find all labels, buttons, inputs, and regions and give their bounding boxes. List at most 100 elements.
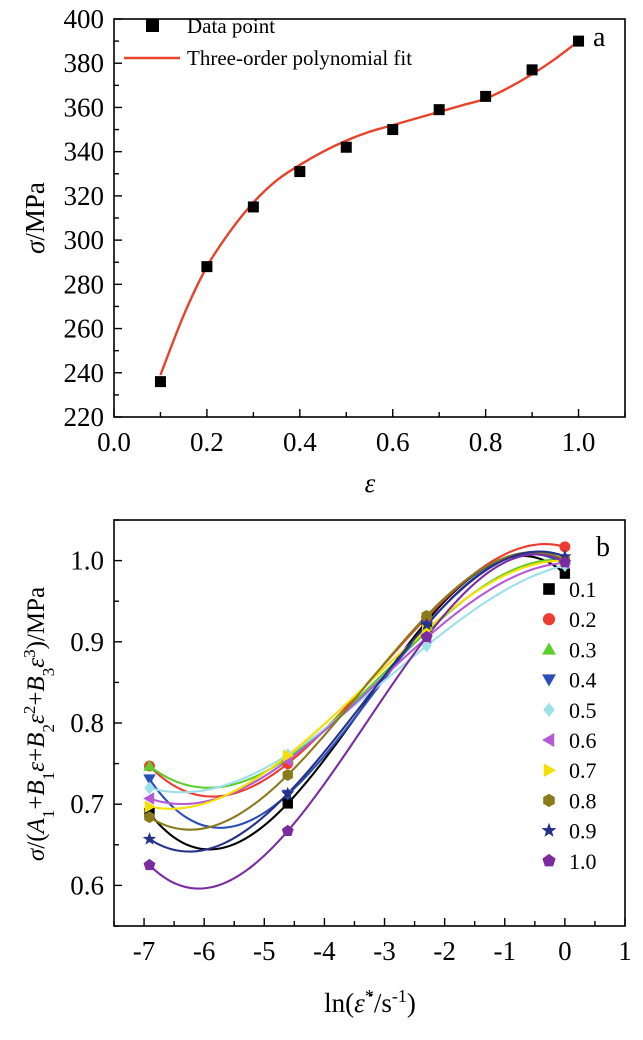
- point-1.0: [143, 858, 156, 871]
- curve-0.7: [149, 559, 565, 810]
- x-tick-label: 0.6: [376, 427, 410, 457]
- legend-label-data-point: Data point: [187, 14, 275, 38]
- y-tick-label: 0.9: [70, 627, 104, 657]
- legend-marker-0.9: [541, 822, 557, 837]
- chart-b-x-label: ln(ε̇*/s-1): [324, 986, 416, 1018]
- x-tick-label: 0.8: [469, 427, 503, 457]
- legend-label-0.4: 0.4: [569, 668, 597, 693]
- point-1.0: [281, 824, 294, 837]
- point-0.8: [421, 609, 432, 622]
- data-point: [480, 90, 492, 102]
- y-tick-label: 0.8: [70, 708, 104, 738]
- chart-a-y-tick-labels: 220 240 260 280 300 320 340 360 380 400: [64, 4, 105, 432]
- point-0.8: [144, 811, 155, 824]
- legend-label-0.2: 0.2: [569, 607, 597, 632]
- curve-0.5: [149, 564, 566, 794]
- legend-marker-1.0: [542, 853, 556, 867]
- point-1.0: [558, 555, 571, 568]
- x-tick-label: -2: [433, 936, 456, 966]
- legend-marker-0.6: [542, 733, 555, 747]
- legend-label-0.1: 0.1: [569, 577, 597, 602]
- legend-label-0.5: 0.5: [569, 698, 597, 723]
- panel-label-a: a: [593, 22, 606, 53]
- chart-b-curves: [148, 543, 566, 890]
- x-tick-label: -4: [313, 936, 336, 966]
- point-0.8: [282, 768, 293, 781]
- chart-b-y-tick-labels: 0.6 0.7 0.8 0.9 1.0: [70, 546, 104, 901]
- y-tick-label: 260: [64, 314, 105, 344]
- chart-a-ticks: [113, 18, 626, 418]
- legend-marker-square: [146, 19, 159, 32]
- point-1.0: [420, 630, 433, 642]
- y-tick-label: 300: [64, 225, 105, 255]
- legend-label-0.3: 0.3: [569, 637, 597, 662]
- y-tick-label: 220: [64, 402, 105, 432]
- panel-label-b: b: [596, 532, 610, 563]
- curve-0.8: [148, 551, 566, 831]
- data-point: [154, 376, 166, 388]
- x-tick-label: -5: [253, 936, 276, 966]
- chart-a-y-label: σ/MPa: [20, 182, 50, 254]
- point-0.7: [283, 749, 294, 762]
- chart-b: -7 -6 -5 -4 -3 -2 -1 0 1 0.60.70.80.91.0 0.10.20…: [20, 519, 632, 1018]
- x-tick-label: 0.2: [190, 427, 224, 457]
- chart-b-points: [142, 541, 572, 871]
- point-0.9: [142, 832, 157, 845]
- curve-1.0: [148, 553, 566, 890]
- data-point: [294, 166, 306, 178]
- point-0.7: [144, 800, 156, 813]
- point-0.5: [144, 781, 155, 795]
- chart-b-legend: 0.1 0.2 0.3 0.4 0.5 0.6 0.7 0.8 0.9 1.0: [541, 577, 597, 874]
- point-0.6: [143, 792, 155, 805]
- y-tick-label: 0.7: [70, 789, 104, 819]
- data-point: [247, 201, 259, 213]
- x-tick-label: -1: [494, 936, 517, 966]
- chart-a: 0.0 0.2 0.4 0.6 0.8 1.0 220 240 260 280 300 320 340…: [20, 4, 626, 498]
- legend-label-fit: Three-order polynomial fit: [187, 46, 412, 70]
- y-tick-label: 280: [64, 269, 105, 299]
- legend-marker-0.8: [543, 793, 555, 808]
- data-point: [526, 64, 538, 76]
- point-0.3: [143, 759, 156, 771]
- y-tick-label: 320: [64, 181, 105, 211]
- fit-curve: [159, 40, 580, 376]
- point-0.9: [558, 549, 572, 563]
- y-tick-label: 400: [64, 4, 105, 34]
- legend-label-0.9: 0.9: [569, 819, 597, 844]
- chart-a-legend: Data point Three-order polynomial fit: [124, 14, 412, 70]
- legend-marker-0.5: [543, 702, 555, 718]
- x-tick-label: 0: [558, 936, 572, 966]
- point-0.9: [281, 786, 295, 800]
- legend-marker-0.7: [543, 763, 556, 778]
- data-point: [201, 261, 213, 273]
- y-tick-label: 1.0: [70, 546, 104, 576]
- x-tick-label: -6: [193, 936, 216, 966]
- chart-a-x-tick-labels: 0.0 0.2 0.4 0.6 0.8 1.0: [97, 427, 595, 457]
- y-tick-label: 380: [64, 48, 105, 78]
- legend-label-0.7: 0.7: [569, 758, 597, 783]
- legend-marker-0.3: [542, 642, 556, 655]
- x-tick-label: -3: [373, 936, 396, 966]
- x-tick-label: -7: [133, 936, 156, 966]
- x-tick-label: 1.0: [562, 427, 596, 457]
- legend-marker-0.4: [542, 674, 556, 687]
- data-point: [433, 104, 445, 116]
- legend-marker-0.2: [542, 613, 556, 626]
- data-point: [340, 141, 352, 153]
- legend-marker-0.1: [543, 583, 555, 595]
- chart-b-y-label: σ/(A1+B1ε+B2ε2+B3ε3)/MPa: [20, 587, 58, 861]
- curve-0.3: [148, 558, 565, 789]
- y-tick-label: 240: [64, 358, 105, 388]
- data-point: [573, 35, 585, 47]
- curve-0.6: [149, 561, 565, 806]
- point-0.1: [559, 568, 571, 579]
- point-0.2: [559, 541, 571, 553]
- legend-label-1.0: 1.0: [569, 849, 597, 874]
- chart-a-frame: [113, 18, 626, 418]
- x-tick-label: 0.0: [97, 427, 131, 457]
- point-0.1: [282, 798, 293, 809]
- data-point: [387, 124, 399, 136]
- legend-label-0.6: 0.6: [569, 728, 597, 753]
- chart-a-points: [154, 35, 585, 388]
